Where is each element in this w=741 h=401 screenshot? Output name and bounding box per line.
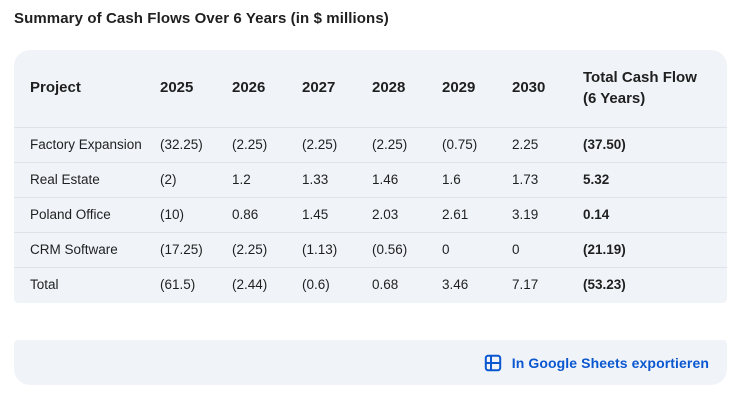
header-cell-2027: 2027 <box>302 79 336 97</box>
table-row-poland-office: Poland Office (10) 0.86 1.45 2.03 2.61 3… <box>14 197 727 232</box>
value-2029: 2.61 <box>442 206 469 222</box>
header-cell-2026: 2026 <box>232 79 266 97</box>
value-total: 0.14 <box>583 206 610 222</box>
value-2026: 0.86 <box>232 206 259 222</box>
value-2029: 1.6 <box>442 171 461 187</box>
header-cell-total: Total Cash Flow (6 Years) <box>583 69 697 107</box>
project-label: Factory Expansion <box>30 136 142 152</box>
value-2027: 1.45 <box>302 206 329 222</box>
project-label: Poland Office <box>30 206 111 222</box>
value-2028: 2.03 <box>372 206 399 222</box>
header-cell-2029: 2029 <box>442 79 476 97</box>
header-cell-project: Project <box>30 79 81 97</box>
project-label: CRM Software <box>30 241 118 257</box>
value-2027: (2.25) <box>302 136 338 152</box>
value-2028: 1.46 <box>372 171 399 187</box>
value-2030: 2.25 <box>512 136 539 152</box>
value-2026: 1.2 <box>232 171 251 187</box>
value-2026: (2.25) <box>232 241 268 257</box>
table-footer: In Google Sheets exportieren <box>14 340 727 385</box>
value-2025: (10) <box>160 206 185 222</box>
google-sheets-table-icon <box>484 354 502 372</box>
export-to-sheets-button[interactable]: In Google Sheets exportieren <box>484 354 709 372</box>
value-2026: (2.25) <box>232 136 268 152</box>
project-label: Total <box>30 277 59 293</box>
value-2027: 1.33 <box>302 171 329 187</box>
value-2030: 0 <box>512 241 520 257</box>
value-2028: (2.25) <box>372 136 408 152</box>
value-2025: (2) <box>160 171 177 187</box>
page-title: Summary of Cash Flows Over 6 Years (in $… <box>14 10 389 27</box>
value-2030: 7.17 <box>512 277 539 293</box>
project-label: Real Estate <box>30 171 100 187</box>
table-row-total: Total (61.5) (2.44) (0.6) 0.68 3.46 7.17… <box>14 267 727 303</box>
table-row-factory-expansion: Factory Expansion (32.25) (2.25) (2.25) … <box>14 127 727 162</box>
value-2025: (32.25) <box>160 136 203 152</box>
value-total: 5.32 <box>583 171 610 187</box>
export-button-label: In Google Sheets exportieren <box>511 354 709 371</box>
value-2030: 3.19 <box>512 206 539 222</box>
cash-flow-table: Project 2025 2026 2027 2028 2029 2030 To… <box>14 50 727 303</box>
value-2026: (2.44) <box>232 277 268 293</box>
table-header-row: Project 2025 2026 2027 2028 2029 2030 To… <box>14 50 727 127</box>
header-cell-2028: 2028 <box>372 79 406 97</box>
header-cell-2030: 2030 <box>512 79 546 97</box>
value-2027: (1.13) <box>302 241 338 257</box>
value-2028: 0.68 <box>372 277 399 293</box>
value-2029: 0 <box>442 241 450 257</box>
value-total: (37.50) <box>583 136 626 152</box>
value-2028: (0.56) <box>372 241 408 257</box>
value-2029: 3.46 <box>442 277 469 293</box>
value-total: (53.23) <box>583 277 626 293</box>
value-2025: (17.25) <box>160 241 203 257</box>
value-2030: 1.73 <box>512 171 539 187</box>
table-row-real-estate: Real Estate (2) 1.2 1.33 1.46 1.6 1.73 5… <box>14 162 727 197</box>
value-total: (21.19) <box>583 241 626 257</box>
value-2027: (0.6) <box>302 277 330 293</box>
table-row-crm-software: CRM Software (17.25) (2.25) (1.13) (0.56… <box>14 232 727 267</box>
value-2029: (0.75) <box>442 136 478 152</box>
value-2025: (61.5) <box>160 277 196 293</box>
header-cell-2025: 2025 <box>160 79 194 97</box>
